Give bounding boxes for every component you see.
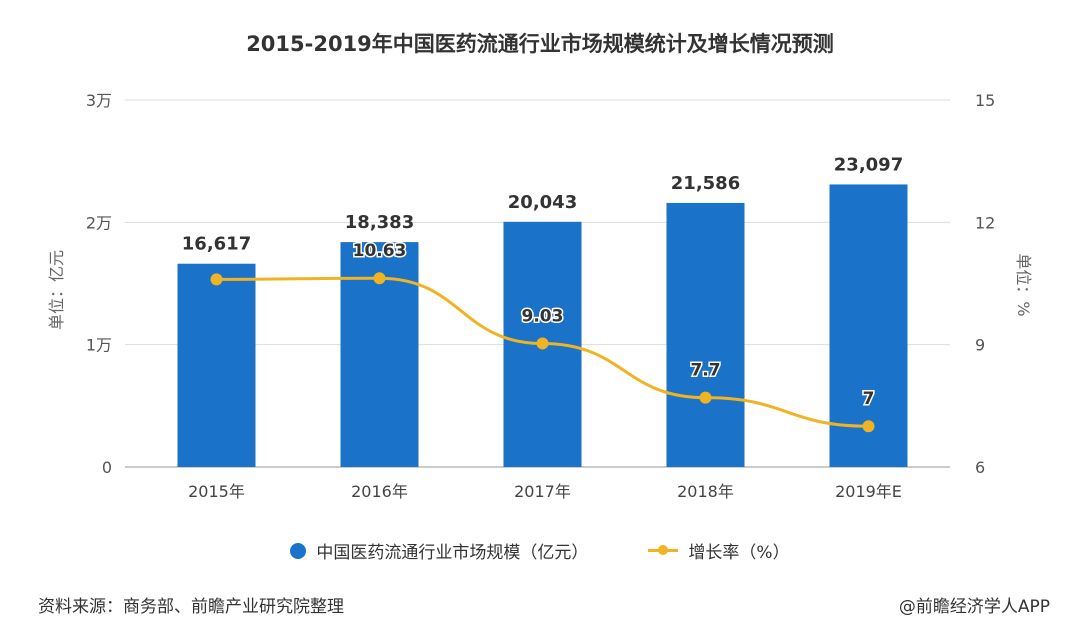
- legend-bar-marker: [290, 542, 307, 559]
- right-tick-label: 9: [975, 336, 985, 355]
- line-data-label: 10.63: [353, 241, 407, 261]
- left-tick-label: 2万: [86, 213, 112, 232]
- bar-data-label: 16,617: [182, 234, 251, 255]
- bar: [829, 184, 908, 467]
- left-tick-label: 1万: [86, 336, 112, 355]
- bar: [177, 263, 256, 467]
- line-point: [699, 391, 712, 404]
- legend-item-line: 增长率（%）: [648, 538, 790, 563]
- line-point: [862, 420, 875, 433]
- legend-line-label: 增长率（%）: [688, 543, 790, 563]
- x-tick-label: 2018年: [677, 482, 734, 501]
- line-data-label: 7.7: [690, 361, 720, 381]
- right-axis-label: 单位：%: [1014, 253, 1033, 316]
- bar-data-label: 20,043: [508, 192, 577, 213]
- x-tick-label: 2019年E: [835, 482, 902, 501]
- line-data-label: 7: [863, 389, 875, 409]
- line-point: [536, 337, 549, 350]
- left-axis-label: 单位：亿元: [47, 250, 66, 330]
- legend-line-marker: [648, 545, 679, 555]
- line-point: [373, 272, 386, 285]
- right-tick-label: 6: [975, 458, 985, 477]
- line-data-label: 9.03: [522, 306, 564, 326]
- left-tick-label: 3万: [86, 91, 112, 110]
- bar-data-label: 18,383: [345, 212, 414, 233]
- legend-bar-label: 中国医药流通行业市场规模（亿元）: [316, 543, 589, 563]
- right-tick-label: 15: [975, 91, 995, 110]
- chart-title: 2015-2019年中国医药流通行业市场规模统计及增长情况预测: [246, 32, 834, 56]
- right-tick-label: 12: [975, 213, 995, 232]
- legend-item-bar: 中国医药流通行业市场规模（亿元）: [290, 538, 588, 563]
- bar-data-label: 23,097: [834, 154, 903, 175]
- bar: [666, 202, 745, 467]
- left-tick-label: 0: [102, 458, 112, 477]
- line-point: [210, 273, 223, 286]
- x-tick-label: 2016年: [351, 482, 408, 501]
- bar-data-label: 21,586: [671, 173, 740, 194]
- legend: 中国医药流通行业市场规模（亿元） 增长率（%）: [0, 538, 1080, 563]
- source-note: 资料来源：商务部、前瞻产业研究院整理: [38, 597, 344, 617]
- x-tick-label: 2017年: [514, 482, 571, 501]
- x-tick-label: 2015年: [188, 482, 245, 501]
- credit: @前瞻经济学人APP: [898, 597, 1050, 617]
